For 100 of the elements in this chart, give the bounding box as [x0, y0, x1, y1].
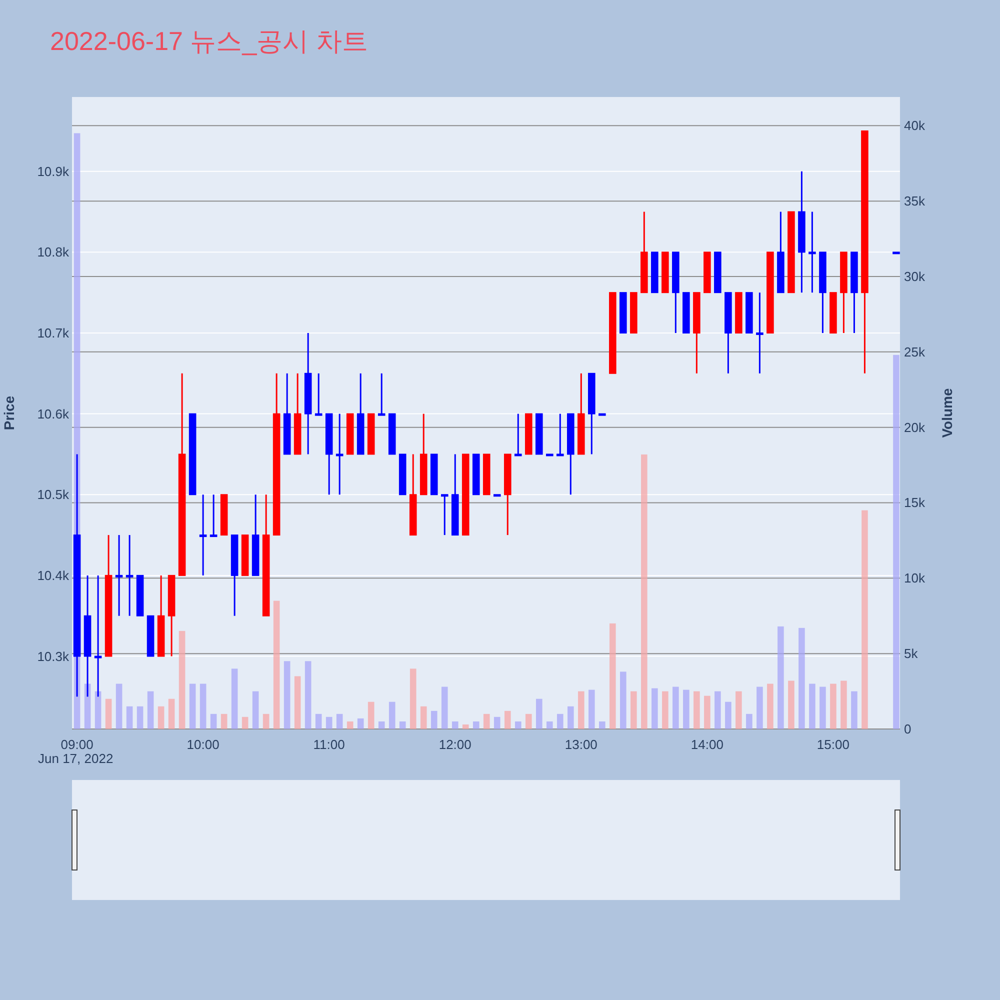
bar [568, 706, 574, 729]
y-tick-label: 10.8k [37, 244, 70, 260]
y2-tick-label: 10k [904, 570, 926, 586]
bar [220, 714, 228, 729]
bar [756, 686, 763, 729]
y2-tick-label: 25k [904, 344, 926, 360]
bar [778, 626, 784, 729]
bar [536, 698, 542, 729]
candlestick [556, 413, 564, 456]
bar [630, 691, 637, 729]
candlestick [756, 292, 764, 374]
y2-tick-label: 30k [904, 268, 926, 284]
bar [483, 714, 490, 729]
x-tick-label: 12:00 [438, 737, 472, 752]
y2-axis-title: Volume [939, 388, 955, 438]
x-tick-label: 13:00 [564, 737, 598, 752]
bar [683, 690, 690, 729]
bar [556, 714, 564, 729]
bar [725, 702, 732, 729]
bar [158, 706, 164, 729]
x-tick-label: 09:00 [60, 737, 94, 752]
bar [315, 714, 322, 729]
bar [809, 684, 816, 729]
y2-tick-label: 0 [904, 722, 912, 736]
bar [105, 698, 112, 729]
candlestick [126, 534, 134, 617]
y2-tick-label: 20k [904, 420, 926, 435]
bar [388, 702, 396, 729]
bar [178, 630, 186, 729]
bar [147, 691, 154, 729]
y2-tick-label: 5k [904, 646, 918, 662]
bar [262, 714, 270, 729]
bar [284, 661, 290, 729]
bar [820, 686, 826, 729]
bar [672, 686, 679, 729]
y-tick-label: 10.4k [37, 568, 70, 583]
candlestick [210, 494, 218, 538]
bar [788, 680, 794, 729]
bar [210, 714, 217, 729]
bar [378, 721, 385, 729]
bar [420, 706, 427, 729]
bar [231, 668, 238, 729]
bar [588, 690, 595, 729]
bar [252, 691, 259, 729]
y-axis-title: Price [1, 396, 17, 430]
candlestick [199, 494, 207, 576]
bar [798, 628, 805, 729]
y2-tick-label: 40k [904, 118, 926, 134]
y-tick-label: 10.3k [37, 648, 70, 664]
bar [242, 716, 248, 729]
bar [546, 721, 553, 729]
bar [851, 691, 858, 729]
x-tick-label: 11:00 [313, 737, 345, 752]
bar [472, 721, 480, 729]
bar [168, 698, 175, 729]
x-tick-label: 10:00 [186, 737, 220, 752]
bar [652, 688, 658, 729]
y2-tick-label: 35k [904, 194, 926, 209]
x-tick-label: 14:00 [690, 737, 724, 752]
candlestick [115, 534, 123, 617]
bar [610, 623, 616, 729]
bar [514, 721, 522, 729]
bar [399, 721, 406, 729]
bar [430, 710, 438, 729]
chart-title: 2022-06-17 뉴스_공시 차트 [50, 26, 368, 56]
bar [504, 710, 511, 729]
bar [578, 691, 584, 729]
bar [525, 714, 532, 729]
bar [893, 354, 900, 729]
bar [452, 721, 458, 729]
bar [336, 714, 343, 729]
text: Jun 17, 2022 [38, 751, 114, 766]
bar [326, 716, 332, 729]
bar [714, 691, 721, 729]
candlestick [378, 372, 386, 416]
bar [462, 724, 469, 729]
y2-tick-label: 15k [904, 495, 926, 510]
bar [746, 714, 752, 729]
bar [116, 684, 122, 729]
bar [136, 706, 144, 729]
x-tick-label: 15:00 [816, 737, 850, 752]
bar [304, 661, 312, 729]
bar [620, 672, 626, 729]
bar [862, 510, 868, 729]
bar [94, 691, 102, 729]
bar [704, 696, 710, 729]
bar [346, 721, 354, 729]
bar [662, 691, 668, 729]
candlestick [336, 413, 344, 496]
bar [200, 684, 206, 729]
y-tick-label: 10.6k [37, 406, 70, 422]
bar [599, 721, 606, 729]
bar [357, 718, 364, 729]
bar [830, 684, 836, 729]
candlestick [314, 372, 322, 416]
bar [126, 706, 133, 729]
candlestick [808, 211, 816, 294]
bar [410, 668, 416, 729]
bar [641, 454, 648, 729]
bar [494, 716, 500, 729]
